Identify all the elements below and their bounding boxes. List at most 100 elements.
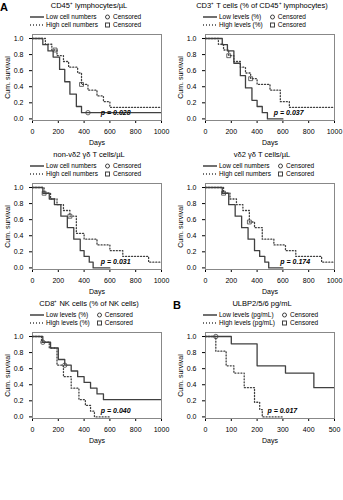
svg-text:Days: Days — [262, 139, 278, 147]
svg-text:0: 0 — [31, 277, 35, 284]
svg-text:0.8: 0.8 — [14, 200, 24, 207]
html-text:Low cell numbers: Low cell numbers — [46, 13, 97, 20]
svg-text:0.4: 0.4 — [14, 381, 24, 388]
html-text:CD8⁺ NK cells (% of NK cells): CD8⁺ NK cells (% of NK cells) — [39, 299, 139, 308]
svg-text:Days: Days — [262, 437, 278, 445]
svg-text:1000: 1000 — [327, 128, 343, 135]
svg-text:400: 400 — [78, 128, 90, 135]
svg-text:0.0: 0.0 — [14, 264, 24, 271]
svg-text:500: 500 — [329, 426, 341, 433]
svg-text:400: 400 — [251, 277, 263, 284]
svg-text:1000: 1000 — [327, 277, 343, 284]
svg-text:0.6: 0.6 — [187, 216, 197, 223]
svg-text:1.0: 1.0 — [14, 35, 24, 42]
svg-text:0.8: 0.8 — [14, 349, 24, 356]
svg-text:600: 600 — [277, 277, 289, 284]
svg-text:200: 200 — [52, 128, 64, 135]
svg-text:800: 800 — [130, 277, 142, 284]
svg-text:0.4: 0.4 — [14, 232, 24, 239]
svg-text:1000: 1000 — [154, 277, 170, 284]
html-text:CD3⁺ T cells (% of CD45⁺ lymph: CD3⁺ T cells (% of CD45⁺ lymphocytes) — [196, 1, 328, 10]
svg-text:Days: Days — [262, 288, 278, 296]
svg-text:0.0: 0.0 — [187, 115, 197, 122]
svg-text:Days: Days — [89, 437, 105, 445]
svg-text:0.0: 0.0 — [187, 264, 197, 271]
svg-text:600: 600 — [104, 128, 116, 135]
svg-text:p = 0.037: p = 0.037 — [273, 109, 305, 117]
svg-text:Days: Days — [89, 288, 105, 296]
svg-text:800: 800 — [130, 426, 142, 433]
svg-text:1.0: 1.0 — [187, 35, 197, 42]
svg-text:1.0: 1.0 — [187, 333, 197, 340]
svg-text:p = 0.017: p = 0.017 — [266, 407, 298, 415]
svg-text:0: 0 — [204, 277, 208, 284]
svg-text:0: 0 — [204, 128, 208, 135]
svg-text:0.2: 0.2 — [14, 248, 24, 255]
svg-text:0.4: 0.4 — [187, 83, 197, 90]
svg-text:Cum. survival: Cum. survival — [177, 354, 184, 397]
svg-text:0.2: 0.2 — [187, 248, 197, 255]
svg-text:0.6: 0.6 — [187, 67, 197, 74]
svg-text:1.0: 1.0 — [14, 184, 24, 191]
svg-text:200: 200 — [225, 277, 237, 284]
html-text:ULBP2/5/6 pg/mL: ULBP2/5/6 pg/mL — [232, 299, 292, 308]
svg-text:0.4: 0.4 — [14, 83, 24, 90]
svg-text:800: 800 — [130, 128, 142, 135]
svg-text:0: 0 — [31, 128, 35, 135]
svg-text:800: 800 — [303, 277, 315, 284]
svg-text:p = 0.031: p = 0.031 — [100, 258, 131, 266]
svg-text:400: 400 — [78, 426, 90, 433]
svg-text:400: 400 — [251, 128, 263, 135]
html-text:Censored: Censored — [113, 13, 142, 20]
svg-text:600: 600 — [104, 426, 116, 433]
svg-text:300: 300 — [277, 426, 289, 433]
svg-text:1000: 1000 — [154, 128, 170, 135]
svg-text:600: 600 — [104, 277, 116, 284]
svg-text:100: 100 — [225, 426, 237, 433]
svg-text:200: 200 — [251, 426, 263, 433]
svg-text:800: 800 — [303, 128, 315, 135]
svg-text:200: 200 — [225, 128, 237, 135]
svg-text:Cum. survival: Cum. survival — [177, 56, 184, 99]
svg-text:1.0: 1.0 — [14, 333, 24, 340]
svg-text:0.2: 0.2 — [14, 99, 24, 106]
svg-text:400: 400 — [78, 277, 90, 284]
svg-text:0.2: 0.2 — [187, 397, 197, 404]
svg-text:0.0: 0.0 — [14, 413, 24, 420]
svg-text:0.4: 0.4 — [187, 381, 197, 388]
svg-text:0: 0 — [31, 426, 35, 433]
svg-text:0: 0 — [204, 426, 208, 433]
svg-text:0.6: 0.6 — [187, 365, 197, 372]
svg-text:0.6: 0.6 — [14, 216, 24, 223]
html-text:B: B — [173, 299, 181, 311]
html-text:vδ2 γδ T cells/µL: vδ2 γδ T cells/µL — [233, 150, 291, 159]
html-text:A: A — [0, 1, 8, 13]
svg-text:p = 0.040: p = 0.040 — [100, 407, 131, 415]
svg-text:Cum. survival: Cum. survival — [4, 56, 11, 99]
svg-text:0.2: 0.2 — [14, 397, 24, 404]
svg-text:0.8: 0.8 — [187, 349, 197, 356]
svg-text:0.8: 0.8 — [187, 200, 197, 207]
svg-text:0.8: 0.8 — [187, 51, 197, 58]
svg-text:Cum. survival: Cum. survival — [177, 205, 184, 248]
svg-text:Cum. survival: Cum. survival — [4, 354, 11, 397]
svg-text:0.2: 0.2 — [187, 99, 197, 106]
html-text:non-vδ2 γδ T cells/µL: non-vδ2 γδ T cells/µL — [53, 150, 125, 159]
svg-text:p = 0.174: p = 0.174 — [279, 258, 310, 266]
svg-text:200: 200 — [52, 426, 64, 433]
svg-text:Days: Days — [89, 139, 105, 147]
svg-text:400: 400 — [303, 426, 315, 433]
svg-text:0.8: 0.8 — [14, 51, 24, 58]
svg-text:1.0: 1.0 — [187, 184, 197, 191]
svg-text:1000: 1000 — [154, 426, 170, 433]
svg-text:0.0: 0.0 — [14, 115, 24, 122]
svg-text:200: 200 — [52, 277, 64, 284]
svg-text:p = 0.028: p = 0.028 — [100, 109, 131, 117]
svg-text:Cum. survival: Cum. survival — [4, 205, 11, 248]
svg-text:0.6: 0.6 — [14, 365, 24, 372]
svg-text:0.4: 0.4 — [187, 232, 197, 239]
svg-text:600: 600 — [277, 128, 289, 135]
html-text:CD45⁺ lymphocytes/µL: CD45⁺ lymphocytes/µL — [50, 1, 128, 10]
svg-text:0.6: 0.6 — [14, 67, 24, 74]
svg-text:0.0: 0.0 — [187, 413, 197, 420]
